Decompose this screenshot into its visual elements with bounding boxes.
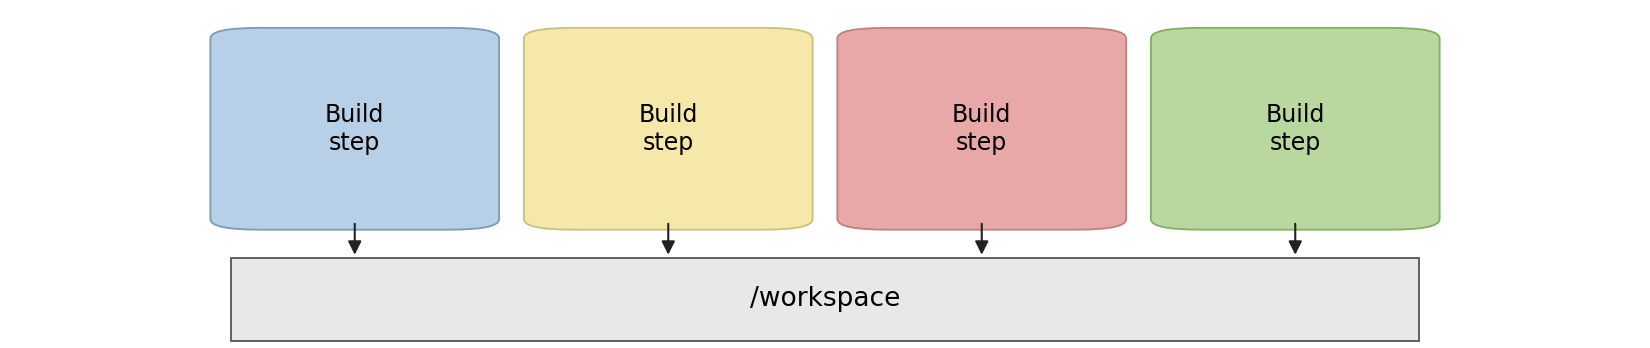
Text: /workspace: /workspace [749,286,901,312]
Text: Build
step: Build step [1266,103,1325,155]
FancyBboxPatch shape [837,28,1125,230]
FancyBboxPatch shape [1152,28,1439,230]
FancyBboxPatch shape [525,28,812,230]
Text: Build
step: Build step [952,103,1011,155]
Text: Build
step: Build step [639,103,698,155]
FancyBboxPatch shape [211,28,498,230]
Text: Build
step: Build step [325,103,384,155]
FancyBboxPatch shape [231,258,1419,341]
